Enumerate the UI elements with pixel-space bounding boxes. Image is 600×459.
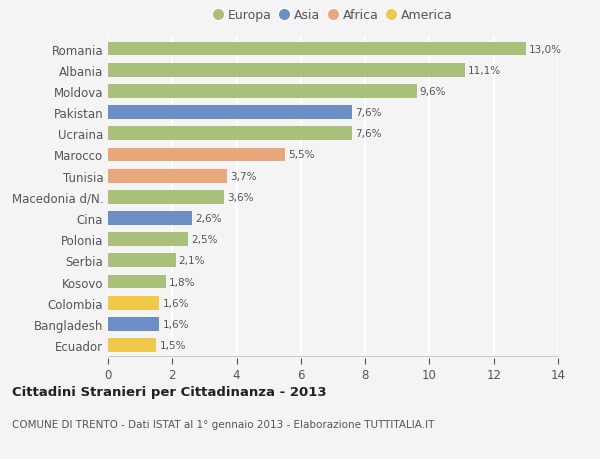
Text: 7,6%: 7,6% (355, 108, 382, 118)
Bar (108, 106, 352, 120)
Text: 7,6%: 7,6% (355, 129, 382, 139)
Bar (108, 85, 416, 99)
Bar (108, 43, 526, 56)
Bar (108, 275, 166, 289)
Bar (108, 190, 224, 204)
Bar (108, 233, 188, 246)
Bar (108, 127, 352, 141)
Text: 3,7%: 3,7% (230, 171, 257, 181)
Text: 1,6%: 1,6% (163, 319, 189, 329)
Bar (108, 317, 160, 331)
Text: 3,6%: 3,6% (227, 192, 253, 202)
Bar (108, 254, 176, 268)
Bar (108, 148, 285, 162)
Text: 1,8%: 1,8% (169, 277, 196, 287)
Text: 2,6%: 2,6% (195, 213, 221, 224)
Text: Cittadini Stranieri per Cittadinanza - 2013: Cittadini Stranieri per Cittadinanza - 2… (12, 385, 326, 398)
Text: 13,0%: 13,0% (529, 45, 562, 55)
Bar (108, 64, 465, 78)
Bar (108, 296, 160, 310)
Text: 11,1%: 11,1% (468, 66, 501, 76)
Legend: Europa, Asia, Africa, America: Europa, Asia, Africa, America (208, 5, 458, 28)
Text: 5,5%: 5,5% (288, 150, 314, 160)
Text: 1,5%: 1,5% (160, 340, 186, 350)
Bar (108, 169, 227, 183)
Text: 2,1%: 2,1% (179, 256, 205, 266)
Text: 2,5%: 2,5% (191, 235, 218, 245)
Text: 1,6%: 1,6% (163, 298, 189, 308)
Bar (108, 212, 191, 225)
Text: 9,6%: 9,6% (420, 87, 446, 97)
Text: COMUNE DI TRENTO - Dati ISTAT al 1° gennaio 2013 - Elaborazione TUTTITALIA.IT: COMUNE DI TRENTO - Dati ISTAT al 1° genn… (12, 419, 434, 429)
Bar (108, 338, 156, 352)
